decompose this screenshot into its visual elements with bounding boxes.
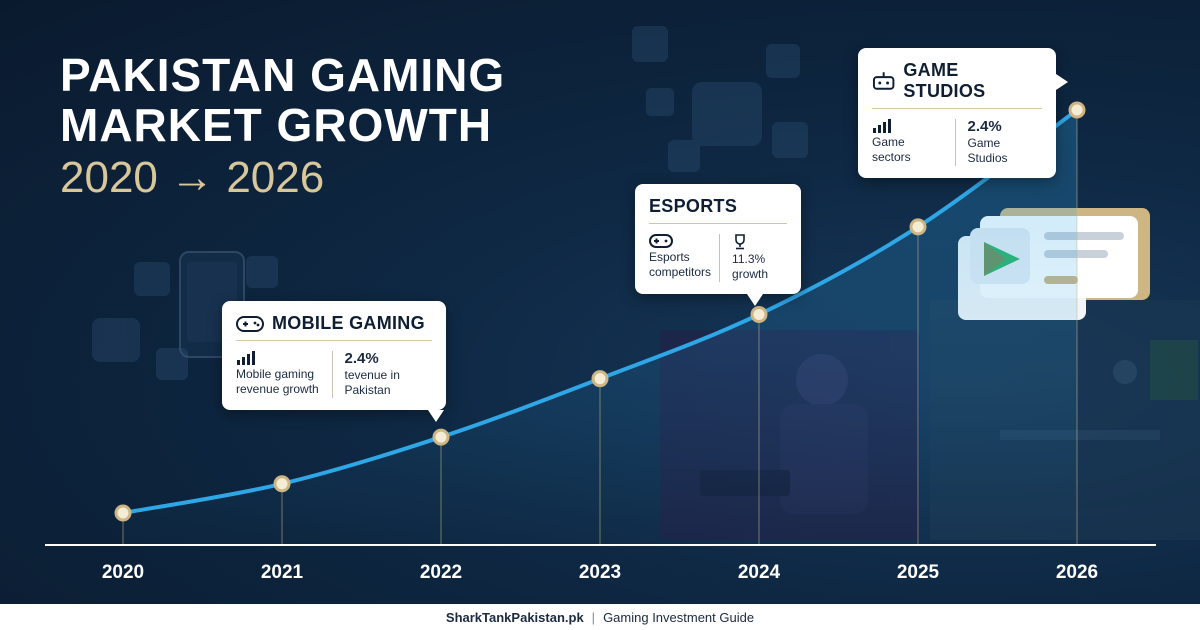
mobile-gaming-right-text: tevenue in Pakistan: [344, 368, 400, 397]
data-point-2023: [591, 370, 609, 388]
game-studios-left-text: Game sectors: [872, 135, 911, 164]
game-studios-title: GAME STUDIOS: [903, 60, 986, 101]
game-studios-left: Game sectors: [872, 119, 947, 166]
x-tick-label-2021: 2021: [261, 562, 304, 583]
gamepad-tiles-decoration: [92, 26, 808, 380]
studio-controller-icon: [872, 72, 895, 90]
esports-left-text: Esports competitors: [649, 250, 712, 279]
footer-site: SharkTankPakistan.pk: [445, 609, 584, 625]
x-tick-label-2022: 2022: [420, 562, 462, 583]
mobile-gaming-value: 2.4%: [344, 350, 379, 367]
page-title: PAKISTAN GAMING MARKET GROWTH: [60, 50, 505, 150]
data-point-2021: [273, 475, 291, 493]
esports-right: 11.3% growth: [719, 234, 787, 282]
trophy-icon: [735, 234, 745, 250]
game-studios-value: 2.4%: [967, 118, 1002, 135]
x-tick-label-2023: 2023: [579, 562, 621, 583]
mobile-gaming-left: Mobile gaming revenue growth: [236, 351, 324, 398]
game-studios-callout: GAME STUDIOS Game sectors 2.4% Game Stud…: [858, 48, 1068, 178]
esports-right-text: 11.3% growth: [732, 252, 769, 281]
x-tick-label-2025: 2025: [897, 562, 940, 583]
growth-area: [123, 110, 1077, 545]
esports-left: Esports competitors: [649, 234, 711, 282]
footer-bar: SharkTankPakistan.pk | Gaming Investment…: [0, 604, 1200, 630]
game-studios-right: 2.4% Game Studios: [954, 118, 1043, 166]
data-point-2026: [1068, 101, 1086, 119]
x-tick-label-2026: 2026: [1056, 562, 1098, 583]
mobile-gaming-title: MOBILE GAMING: [272, 313, 425, 333]
bar-chart-icon: [873, 119, 891, 133]
esports-callout: ESPORTS Esports competitors 11.3% growth: [635, 184, 801, 306]
title-line-1: PAKISTAN GAMING: [60, 49, 506, 101]
mobile-gaming-callout: MOBILE GAMING Mobile gaming revenue grow…: [222, 301, 446, 422]
mobile-gaming-right: 2.4% tevenue in Pakistan: [331, 350, 433, 398]
x-tick-label-2020: 2020: [102, 562, 144, 583]
esports-header: ESPORTS: [649, 196, 787, 224]
title-line-2: MARKET GROWTH: [60, 99, 493, 151]
data-point-2025: [909, 218, 927, 236]
gamepad-icon: [649, 234, 673, 248]
footer-separator: |: [591, 609, 596, 625]
mobile-gaming-left-text: Mobile gaming revenue growth: [236, 367, 319, 396]
footer-guide: Gaming Investment Guide: [603, 609, 755, 625]
data-point-2024: [750, 305, 768, 323]
mobile-gaming-header: MOBILE GAMING: [236, 313, 432, 341]
bar-chart-icon: [237, 351, 255, 365]
data-point-2022: [432, 428, 450, 446]
esports-title: ESPORTS: [649, 196, 738, 216]
game-studios-header: GAME STUDIOS: [872, 60, 1042, 109]
year-range: 2020 → 2026: [60, 153, 325, 202]
gamepad-icon: [236, 315, 264, 332]
x-tick-label-2024: 2024: [738, 562, 781, 583]
data-point-2020: [114, 504, 132, 522]
game-studios-right-text: Game Studios: [967, 136, 1008, 165]
